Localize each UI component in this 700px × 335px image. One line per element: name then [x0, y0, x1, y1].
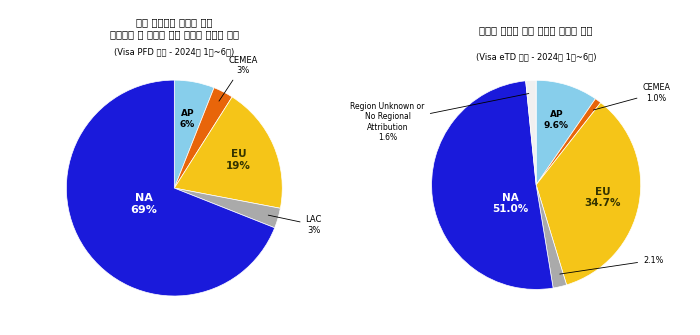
Wedge shape — [536, 80, 596, 185]
Text: LAC
3%: LAC 3% — [268, 215, 322, 234]
Wedge shape — [174, 88, 232, 188]
Text: (Visa PFD 조사 - 2024년 1월~6월): (Visa PFD 조사 - 2024년 1월~6월) — [114, 48, 234, 57]
Wedge shape — [526, 80, 536, 185]
Text: Region Unknown or
No Regional
Attribution
1.6%: Region Unknown or No Regional Attributio… — [351, 93, 528, 142]
Wedge shape — [536, 185, 566, 288]
Text: CEMEA
3%: CEMEA 3% — [219, 56, 258, 101]
Text: NA
69%: NA 69% — [131, 193, 158, 215]
Text: AP
9.6%: AP 9.6% — [544, 110, 569, 130]
Wedge shape — [174, 97, 282, 208]
Wedge shape — [174, 188, 281, 228]
Text: 결제 생태계에 영향을 미친
랜섬웨어 및 데이터 유출 사건의 지역별 분포: 결제 생태계에 영향을 미친 랜섬웨어 및 데이터 유출 사건의 지역별 분포 — [110, 17, 239, 39]
Text: 디지털 스키밍 탐지 사례의 지역별 분포: 디지털 스키밍 탐지 사례의 지역별 분포 — [480, 25, 593, 35]
Wedge shape — [536, 103, 640, 285]
Wedge shape — [536, 99, 601, 185]
Text: EU
34.7%: EU 34.7% — [584, 187, 621, 208]
Text: EU
19%: EU 19% — [226, 149, 251, 171]
Wedge shape — [174, 80, 214, 188]
Wedge shape — [432, 81, 553, 289]
Text: 2.1%: 2.1% — [560, 256, 664, 274]
Text: (Visa eTD 조사 - 2024년 1월~6월): (Visa eTD 조사 - 2024년 1월~6월) — [476, 52, 596, 61]
Text: AP
6%: AP 6% — [180, 110, 195, 129]
Wedge shape — [66, 80, 274, 296]
Text: CEMEA
1.0%: CEMEA 1.0% — [594, 83, 671, 110]
Text: NA
51.0%: NA 51.0% — [492, 193, 528, 214]
